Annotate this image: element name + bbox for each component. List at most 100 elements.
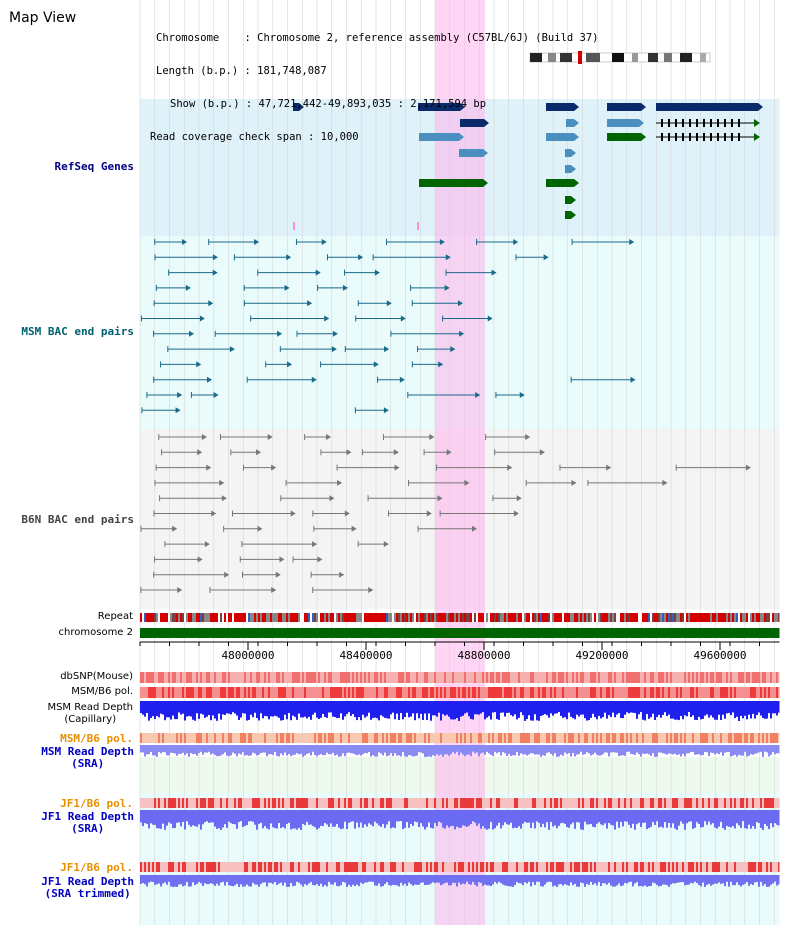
msm-depth-cap-cell [376, 701, 378, 719]
jf1-pol-trim-cell [180, 862, 182, 872]
jf1-depth-sra-cell [730, 810, 732, 828]
msm-depth-cap-cell [238, 701, 240, 721]
refseq-track-label[interactable]: RefSeq Genes [54, 160, 134, 173]
dbsnp-cell [390, 672, 392, 683]
msm-pol-sra-cell [732, 733, 734, 743]
jf1-depth-sra-cell [504, 810, 506, 823]
jf1-depth-sra-cell [282, 810, 284, 828]
jf1-pol-trim-cell [666, 862, 668, 872]
msm-pol-sra-cell [502, 733, 504, 743]
b6n-bac-features[interactable] [140, 434, 751, 593]
repeat-element [270, 613, 272, 622]
msm-depth-cap-cell [140, 701, 142, 714]
msm-pol-cell [408, 687, 410, 698]
jf1-pol-trim-cell [656, 862, 658, 872]
msm-depth-cap-cell [534, 701, 536, 715]
msm-depth-cap-cell [720, 701, 722, 721]
msm-depth-sra-cell [456, 745, 458, 752]
msm-depth-sra-cell [404, 745, 406, 757]
jf1-depth-trim-cell [606, 875, 608, 885]
msm-depth-cap-cell [624, 701, 626, 715]
axis-tick-label: 48400000 [339, 649, 393, 662]
msm-depth-cap-cell [542, 701, 544, 716]
msm-depth-sra-cell [378, 745, 380, 753]
jf1-depth-trim-cell [394, 875, 396, 886]
jf1-depth-trim-cell [210, 875, 212, 884]
msm-pol-cell [392, 687, 394, 698]
msm-depth-cap-cell [478, 701, 480, 715]
dbsnp-cell [400, 672, 402, 683]
jf1-depth-sra-cell [384, 810, 386, 828]
jf1-depth-trim-cell [180, 875, 182, 885]
jf1-depth-trim-cell [274, 875, 276, 883]
msm-pol-cell [416, 687, 418, 698]
msm-bac-features[interactable] [140, 239, 636, 414]
jf1-depth-trim-cell [212, 875, 214, 885]
repeat-element [326, 613, 328, 622]
msm-depth-sra-cell [150, 745, 152, 752]
chromosome-ideogram[interactable] [529, 51, 711, 64]
jf1-pol-trim-cell [542, 862, 544, 872]
msm-bac-arrow-icon [254, 239, 260, 245]
msm-depth-sra-cell [558, 745, 560, 757]
dbsnp-cell [258, 672, 260, 683]
msm-depth-sra-cell [146, 745, 148, 755]
jf1-depth-sra-cell [234, 810, 236, 825]
repeat-element [358, 613, 360, 622]
msm-pol-cell [428, 687, 430, 698]
jf1-depth-trim-cell [218, 875, 220, 886]
jf1-pol-cell [238, 798, 240, 808]
jf1-pol-trim-cell [326, 862, 328, 872]
dbsnp-cell [202, 672, 204, 683]
msm-depth-sra-cell [200, 745, 202, 752]
jf1-pol-trim-cell [678, 862, 680, 872]
msm-depth-cap-cell [634, 701, 636, 714]
jf1-depth-sra-cell [724, 810, 726, 830]
repeat-element [226, 613, 228, 622]
jf1-pol-trim-cell [494, 862, 496, 872]
dbsnp-cell [274, 672, 276, 683]
repeat-element [244, 613, 246, 622]
msm-depth-sra-cell [434, 745, 436, 756]
jf1-pol-cell [390, 798, 392, 808]
msm-pol-sra-cell [194, 733, 196, 743]
repeat-element [450, 613, 452, 622]
jf1-depth-sra-cell [532, 810, 534, 823]
msm-depth-sra-cell [766, 745, 768, 753]
jf1-depth-trim-cell [550, 875, 552, 882]
repeat-track[interactable] [140, 613, 780, 622]
jf1-pol-trim-cell [734, 862, 736, 872]
msm-depth-sra-cell [300, 745, 302, 754]
jf1-pol-cell [426, 798, 428, 808]
dbsnp-cell [208, 672, 210, 683]
jf1-depth-trim-cell [170, 875, 172, 887]
msm-depth-sra-cell [432, 745, 434, 756]
msm-depth-cap-cell [234, 701, 236, 714]
msm-pol-sra-cell [400, 733, 402, 743]
dbsnp-cell [552, 672, 554, 683]
jf1-depth-sra-cell [448, 810, 450, 828]
dbsnp-cell [180, 672, 182, 683]
msm-pol-sra-cell [544, 733, 546, 743]
heat-tracks[interactable] [140, 0, 781, 925]
jf1-pol-cell [682, 798, 684, 808]
refseq-gene-features[interactable] [293, 103, 763, 230]
repeat-element [668, 613, 670, 622]
msm-pol-cell [504, 687, 506, 698]
jf1-pol-trim-cell [184, 862, 186, 872]
msm-pol-cell [246, 687, 248, 698]
jf1-pol-cell [696, 798, 698, 808]
msm-pol-sra-cell [764, 733, 766, 743]
jf1-pol-cell [270, 798, 272, 808]
msm-pol-sra-cell [770, 733, 772, 743]
msm-pol-sra-cell [752, 733, 754, 743]
msm-pol-cell [342, 687, 344, 698]
chromosome-bar[interactable] [140, 628, 780, 638]
msm-bac-track-label[interactable]: MSM BAC end pairs [21, 325, 134, 338]
msm-pol-cell [644, 687, 646, 698]
msm-pol-cell [674, 687, 676, 698]
dbsnp-cell [364, 672, 366, 683]
b6n-bac-track-label[interactable]: B6N BAC end pairs [21, 513, 134, 526]
b6n-bac-arrow-icon [571, 479, 577, 486]
